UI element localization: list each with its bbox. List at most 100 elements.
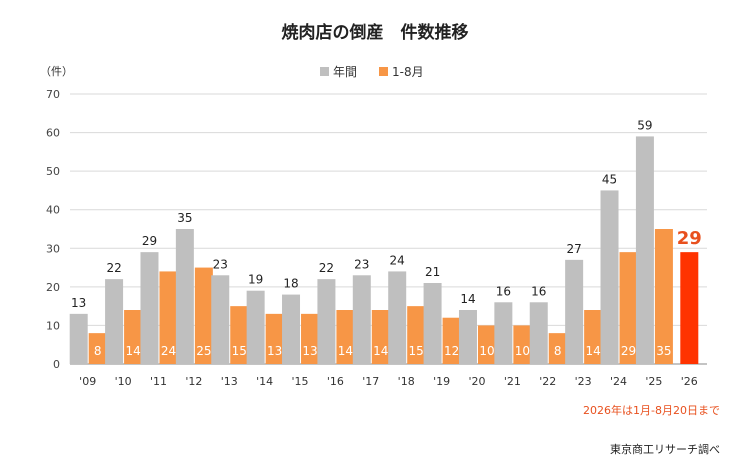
data-label-annual: 24: [390, 253, 405, 267]
x-tick-label: '20: [468, 375, 485, 388]
x-axis-ticks: '09 '10 '11 '12 '13 '14 '15 '16 '17 '18 '19 '20 '21 '…: [79, 375, 698, 388]
x-tick-label: '09: [79, 375, 96, 388]
data-label-jan-aug: 8: [554, 344, 562, 358]
data-label-jan-aug: 15: [409, 344, 424, 358]
data-label-annual: 21: [425, 265, 440, 279]
bar-annual: [317, 279, 336, 364]
legend-label: 年間: [333, 65, 357, 79]
bar-jan-aug: [654, 229, 673, 364]
data-label-jan-aug: 13: [302, 344, 317, 358]
data-label-annual: 59: [637, 118, 652, 132]
y-tick-label: 0: [53, 358, 60, 371]
bar-annual: [565, 259, 584, 364]
data-label-annual: 14: [460, 292, 475, 306]
data-label-annual: 23: [213, 257, 228, 271]
y-tick-label: 10: [46, 319, 60, 332]
data-label-jan-aug: 24: [161, 344, 176, 358]
x-tick-label: '11: [150, 375, 167, 388]
x-tick-label: '17: [362, 375, 379, 388]
data-label-jan-aug: 14: [585, 344, 600, 358]
bar-jan-aug: [301, 313, 320, 364]
y-tick-label: 60: [46, 127, 60, 140]
bar-annual: [105, 279, 124, 364]
bars: 13 8 22 14 29 24 35 25 23 15 19 13 18 13 22 14 23 14 24 15 2…: [69, 118, 702, 364]
bar-jan-aug: [371, 310, 390, 364]
bar-jan-aug: [88, 333, 107, 364]
data-label-jan-aug: 10: [479, 344, 494, 358]
bar-annual: [140, 252, 159, 364]
legend-label: 1-8月: [392, 65, 424, 79]
y-tick-label: 40: [46, 204, 60, 217]
x-tick-label: '23: [575, 375, 592, 388]
data-label-highlight: 29: [677, 228, 702, 249]
bar-jan-aug: [407, 306, 426, 364]
x-tick-label: '12: [185, 375, 202, 388]
bar-jan-aug: [477, 325, 496, 364]
bar-annual: [175, 229, 194, 364]
x-tick-label: '10: [115, 375, 132, 388]
bar-jan-aug: [513, 325, 532, 364]
data-label-jan-aug: 8: [94, 344, 102, 358]
data-label-annual: 29: [142, 234, 157, 248]
legend: 年間 1-8月: [320, 65, 424, 79]
data-label-annual: 16: [496, 284, 511, 298]
data-label-jan-aug: 12: [444, 344, 459, 358]
data-label-annual: 16: [531, 284, 546, 298]
data-label-annual: 22: [106, 261, 121, 275]
y-tick-label: 50: [46, 165, 60, 178]
bar-annual: [352, 275, 371, 364]
data-label-annual: 45: [602, 172, 617, 186]
data-label-jan-aug: 29: [621, 344, 636, 358]
x-tick-label: '25: [645, 375, 662, 388]
bar-jan-aug: [336, 310, 355, 364]
bar-jan-aug: [548, 333, 567, 364]
data-label-annual: 13: [71, 296, 86, 310]
bar-jan-aug: [584, 310, 603, 364]
y-tick-label: 30: [46, 242, 60, 255]
bar-annual: [494, 302, 513, 364]
data-label-jan-aug: 14: [373, 344, 388, 358]
bar-annual: [635, 136, 654, 364]
x-tick-label: '15: [292, 375, 309, 388]
data-label-annual: 19: [248, 273, 263, 287]
chart-title: 焼肉店の倒産 件数推移: [282, 22, 469, 43]
legend-swatch: [379, 67, 388, 76]
data-label-annual: 18: [283, 277, 298, 291]
data-label-annual: 35: [177, 211, 192, 225]
bar-highlight: [680, 252, 699, 364]
bar-jan-aug: [194, 267, 213, 364]
x-tick-label: '13: [221, 375, 238, 388]
footnote: 2026年は1月-8月20日まで: [583, 403, 720, 417]
bar-jan-aug: [619, 252, 638, 364]
bar-annual: [69, 313, 88, 364]
data-label-jan-aug: 13: [267, 344, 282, 358]
data-label-jan-aug: 35: [656, 344, 671, 358]
data-label-jan-aug: 14: [338, 344, 353, 358]
x-tick-label: '19: [433, 375, 450, 388]
data-label-annual: 22: [319, 261, 334, 275]
y-tick-label: 70: [46, 88, 60, 101]
bar-annual: [246, 290, 265, 364]
data-label-annual: 23: [354, 257, 369, 271]
data-label-jan-aug: 25: [196, 344, 211, 358]
x-tick-label: '16: [327, 375, 344, 388]
source-note: 東京商工リサーチ調べ: [610, 442, 720, 456]
data-label-jan-aug: 15: [232, 344, 247, 358]
x-tick-label: '21: [504, 375, 521, 388]
data-label-annual: 27: [566, 242, 581, 256]
bar-jan-aug: [265, 313, 284, 364]
x-tick-label: '24: [610, 375, 627, 388]
y-tick-label: 20: [46, 281, 60, 294]
x-tick-label: '14: [256, 375, 273, 388]
bar-jan-aug: [124, 310, 143, 364]
bar-jan-aug: [230, 306, 249, 364]
bar-annual: [211, 275, 230, 364]
x-tick-label: '26: [681, 375, 698, 388]
bar-jan-aug: [159, 271, 178, 364]
data-label-jan-aug: 14: [125, 344, 140, 358]
bar-annual: [423, 283, 442, 364]
y-axis-ticks: 0 10 20 30 40 50 60 70: [46, 88, 60, 371]
bar-annual: [458, 310, 477, 364]
x-tick-label: '18: [398, 375, 415, 388]
